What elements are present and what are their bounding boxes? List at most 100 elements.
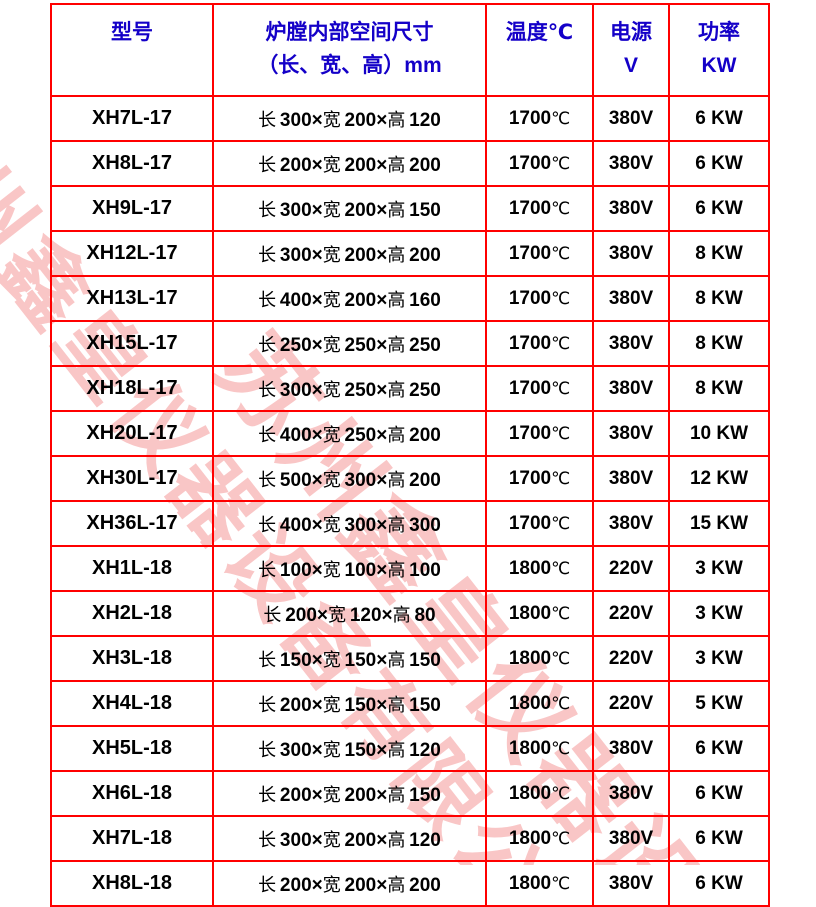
table-row: XH15L-17 长 250×宽 250×高 250 1700℃ 380V 8 KW (50, 320, 770, 367)
cell-model: XH2L-18 (50, 590, 214, 637)
cell-power-supply: 380V (592, 230, 670, 277)
cell-temperature: 1700℃ (485, 230, 594, 277)
cell-model: XH3L-18 (50, 635, 214, 682)
table-row: XH7L-18 长 300×宽 200×高 120 1800℃ 380V 6 KW (50, 815, 770, 862)
cell-chamber-size: 长 100×宽 100×高 100 (212, 545, 487, 592)
column-header-wattage-line2: KW (701, 54, 737, 77)
cell-chamber-size: 长 400×宽 300×高 300 (212, 500, 487, 547)
cell-temperature: 1800℃ (485, 815, 594, 862)
table-row: XH36L-17 长 400×宽 300×高 300 1700℃ 380V 15 KW (50, 500, 770, 547)
cell-chamber-size: 长 150×宽 150×高 150 (212, 635, 487, 682)
specification-table: 型号 炉膛内部空间尺寸 （长、宽、高）mm 温度℃ 电源 V 功率 KW (50, 3, 770, 907)
cell-model: XH30L-17 (50, 455, 214, 502)
cell-wattage: 6 KW (668, 815, 770, 862)
cell-wattage: 3 KW (668, 545, 770, 592)
cell-model: XH15L-17 (50, 320, 214, 367)
cell-power-supply: 380V (592, 815, 670, 862)
cell-temperature: 1700℃ (485, 185, 594, 232)
cell-model: XH36L-17 (50, 500, 214, 547)
column-header-power-line1: 电源 (610, 21, 652, 45)
cell-wattage: 15 KW (668, 500, 770, 547)
cell-power-supply: 380V (592, 140, 670, 187)
cell-power-supply: 380V (592, 725, 670, 772)
cell-model: XH9L-17 (50, 185, 214, 232)
cell-model: XH8L-18 (50, 860, 214, 907)
cell-model: XH4L-18 (50, 680, 214, 727)
cell-power-supply: 380V (592, 455, 670, 502)
cell-chamber-size: 长 300×宽 150×高 120 (212, 725, 487, 772)
table-row: XH13L-17 长 400×宽 200×高 160 1700℃ 380V 8 KW (50, 275, 770, 322)
column-header-model: 型号 (50, 3, 214, 97)
cell-chamber-size: 长 200×宽 200×高 200 (212, 140, 487, 187)
cell-model: XH20L-17 (50, 410, 214, 457)
column-header-temperature-line1: 温度℃ (505, 21, 574, 44)
table-row: XH30L-17 长 500×宽 300×高 200 1700℃ 380V 12 KW (50, 455, 770, 502)
cell-wattage: 12 KW (668, 455, 770, 502)
cell-chamber-size: 长 200×宽 200×高 150 (212, 770, 487, 817)
cell-power-supply: 220V (592, 545, 670, 592)
table-row: XH12L-17 长 300×宽 200×高 200 1700℃ 380V 8 KW (50, 230, 770, 277)
cell-power-supply: 380V (592, 275, 670, 322)
column-header-wattage-line1: 功率 (698, 21, 740, 45)
cell-temperature: 1800℃ (485, 590, 594, 637)
column-header-wattage: 功率 KW (668, 3, 770, 97)
cell-chamber-size: 长 300×宽 200×高 200 (212, 230, 487, 277)
column-header-chamber-line2: （长、宽、高）mm (257, 54, 442, 77)
cell-model: XH7L-18 (50, 815, 214, 862)
column-header-model-line1: 型号 (111, 21, 153, 44)
cell-chamber-size: 长 200×宽 150×高 150 (212, 680, 487, 727)
cell-temperature: 1700℃ (485, 275, 594, 322)
table-body: XH7L-17 长 300×宽 200×高 120 1700℃ 380V 6 KW XH8… (50, 95, 770, 907)
cell-temperature: 1800℃ (485, 725, 594, 772)
cell-wattage: 3 KW (668, 635, 770, 682)
table-row: XH2L-18 长 200×宽 120×高 80 1800℃ 220V 3 KW (50, 590, 770, 637)
column-header-chamber-line1: 炉膛内部空间尺寸 (265, 21, 434, 45)
cell-chamber-size: 长 500×宽 300×高 200 (212, 455, 487, 502)
cell-temperature: 1700℃ (485, 500, 594, 547)
cell-temperature: 1700℃ (485, 455, 594, 502)
column-header-temperature: 温度℃ (485, 3, 594, 97)
cell-temperature: 1700℃ (485, 140, 594, 187)
cell-power-supply: 380V (592, 500, 670, 547)
cell-wattage: 6 KW (668, 725, 770, 772)
cell-wattage: 3 KW (668, 590, 770, 637)
table-row: XH20L-17 长 400×宽 250×高 200 1700℃ 380V 10 KW (50, 410, 770, 457)
cell-model: XH7L-17 (50, 95, 214, 142)
cell-model: XH6L-18 (50, 770, 214, 817)
cell-temperature: 1800℃ (485, 680, 594, 727)
cell-wattage: 8 KW (668, 365, 770, 412)
cell-wattage: 6 KW (668, 140, 770, 187)
cell-power-supply: 380V (592, 185, 670, 232)
cell-chamber-size: 长 400×宽 250×高 200 (212, 410, 487, 457)
cell-power-supply: 380V (592, 365, 670, 412)
table-row: XH4L-18 长 200×宽 150×高 150 1800℃ 220V 5 KW (50, 680, 770, 727)
cell-wattage: 6 KW (668, 860, 770, 907)
cell-chamber-size: 长 400×宽 200×高 160 (212, 275, 487, 322)
cell-chamber-size: 长 250×宽 250×高 250 (212, 320, 487, 367)
cell-wattage: 8 KW (668, 275, 770, 322)
table-row: XH7L-17 长 300×宽 200×高 120 1700℃ 380V 6 KW (50, 95, 770, 142)
cell-temperature: 1800℃ (485, 545, 594, 592)
cell-model: XH5L-18 (50, 725, 214, 772)
table-row: XH8L-18 长 200×宽 200×高 200 1800℃ 380V 6 KW (50, 860, 770, 907)
cell-wattage: 6 KW (668, 185, 770, 232)
cell-power-supply: 220V (592, 635, 670, 682)
specification-table-container: 型号 炉膛内部空间尺寸 （长、宽、高）mm 温度℃ 电源 V 功率 KW (50, 3, 770, 907)
column-header-chamber-size: 炉膛内部空间尺寸 （长、宽、高）mm (212, 3, 487, 97)
cell-temperature: 1800℃ (485, 770, 594, 817)
cell-model: XH1L-18 (50, 545, 214, 592)
cell-wattage: 5 KW (668, 680, 770, 727)
cell-model: XH18L-17 (50, 365, 214, 412)
cell-power-supply: 380V (592, 320, 670, 367)
cell-wattage: 8 KW (668, 320, 770, 367)
cell-model: XH8L-17 (50, 140, 214, 187)
table-row: XH1L-18 长 100×宽 100×高 100 1800℃ 220V 3 KW (50, 545, 770, 592)
cell-chamber-size: 长 200×宽 120×高 80 (212, 590, 487, 637)
table-row: XH9L-17 长 300×宽 200×高 150 1700℃ 380V 6 KW (50, 185, 770, 232)
cell-power-supply: 220V (592, 590, 670, 637)
cell-temperature: 1800℃ (485, 860, 594, 907)
cell-temperature: 1700℃ (485, 320, 594, 367)
column-header-power-supply: 电源 V (592, 3, 670, 97)
cell-temperature: 1800℃ (485, 635, 594, 682)
cell-model: XH13L-17 (50, 275, 214, 322)
